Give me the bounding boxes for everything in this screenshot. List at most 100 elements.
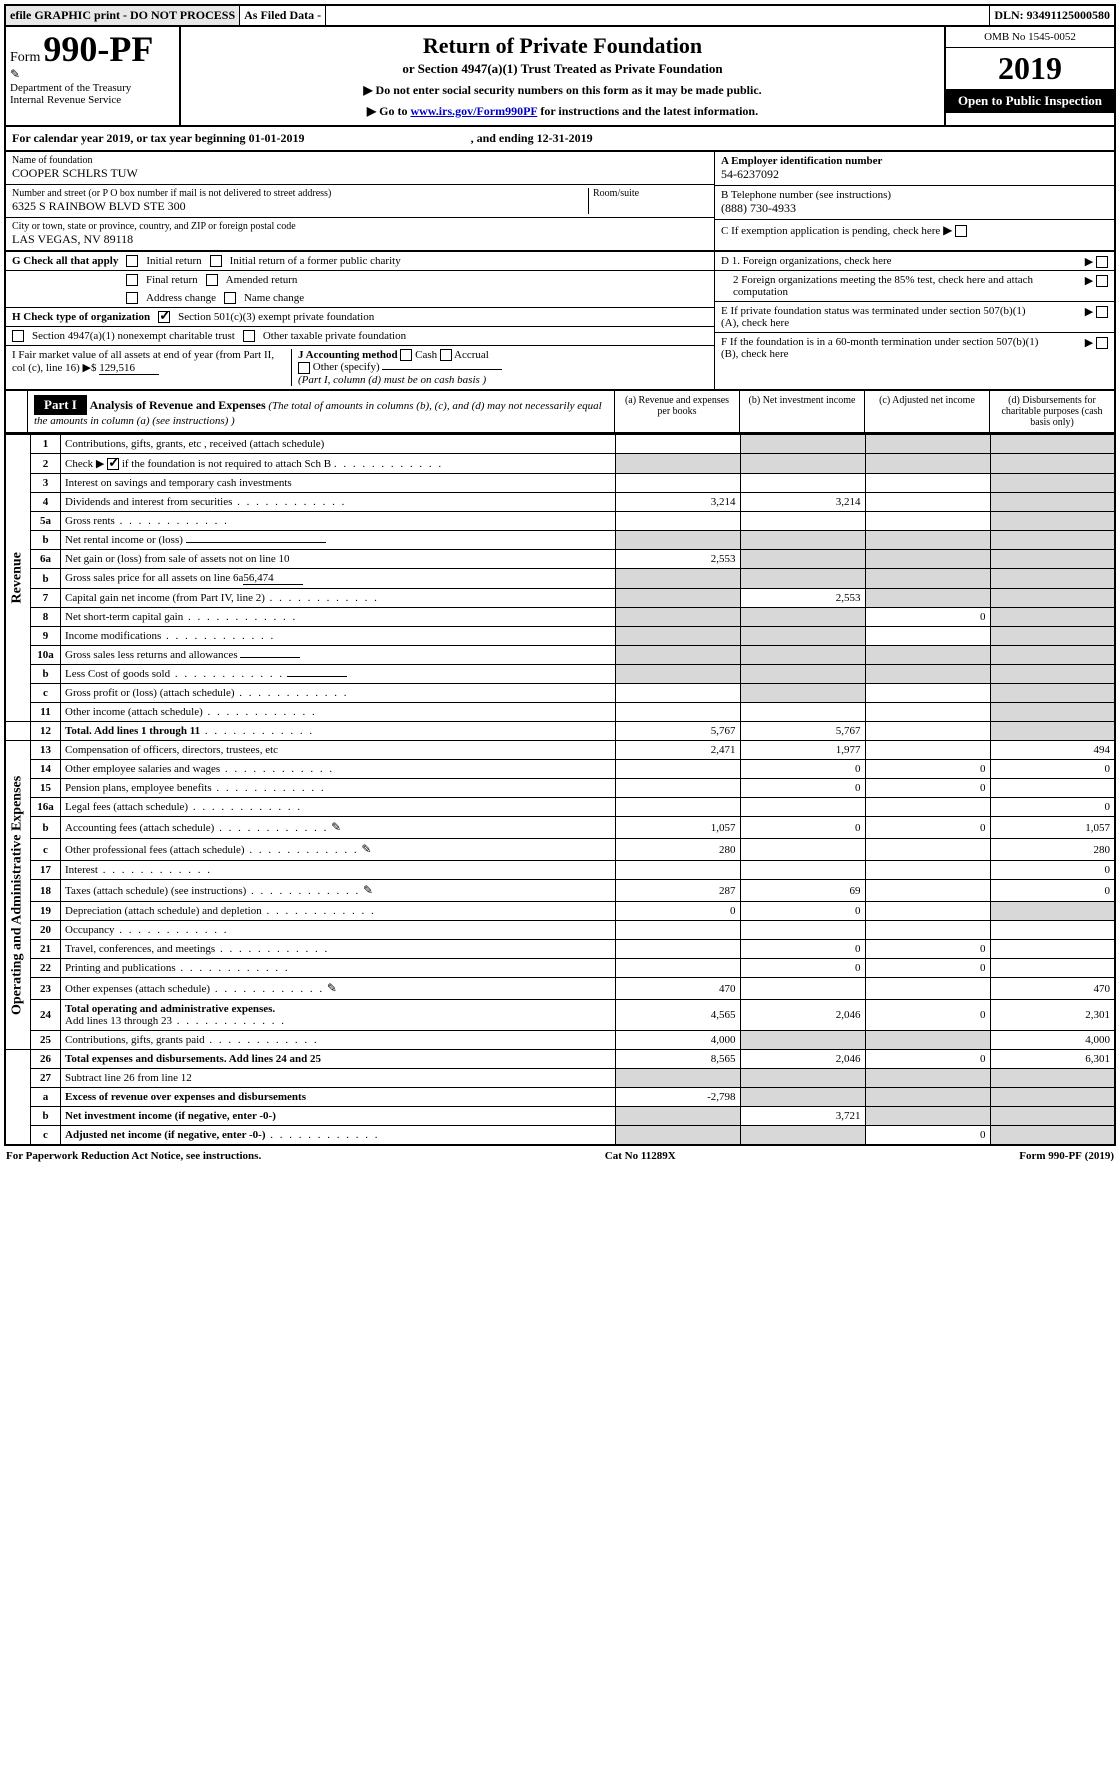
line-desc: Pension plans, employee benefits: [65, 782, 212, 794]
city-label: City or town, state or province, country…: [12, 221, 708, 232]
table-row: 23Other expenses (attach schedule) ✎4704…: [5, 978, 1115, 1000]
f-checkbox[interactable]: [1096, 337, 1108, 349]
footer-right: Form 990-PF (2019): [1019, 1150, 1114, 1162]
table-row: aExcess of revenue over expenses and dis…: [5, 1088, 1115, 1107]
cell-value: 0: [865, 959, 990, 978]
instr-1: ▶ Do not enter social security numbers o…: [189, 83, 936, 98]
g-cb-final[interactable]: [126, 274, 138, 286]
table-row: 20Occupancy: [5, 921, 1115, 940]
g-opt-5: Name change: [244, 292, 304, 304]
e-checkbox[interactable]: [1096, 306, 1108, 318]
table-row: 9Income modifications: [5, 627, 1115, 646]
h-cb-4947[interactable]: [12, 330, 24, 342]
col-c-header: (c) Adjusted net income: [864, 391, 989, 432]
line-desc: Other employee salaries and wages: [65, 763, 220, 775]
line-no: 21: [31, 940, 61, 959]
cell-value: 0: [740, 959, 865, 978]
line-desc: Gross sales price for all assets on line…: [65, 572, 243, 584]
form-title: Return of Private Foundation: [189, 33, 936, 59]
col-a-header: (a) Revenue and expenses per books: [614, 391, 739, 432]
form-page: efile GRAPHIC print - DO NOT PROCESS As …: [0, 0, 1120, 1170]
table-row: c Other professional fees (attach schedul…: [5, 839, 1115, 861]
form-id-cell: Form 990-PF ✎ Department of the Treasury…: [6, 27, 181, 125]
cell-value: 0: [865, 817, 990, 839]
line-no: 8: [31, 608, 61, 627]
cell-value: 0: [990, 861, 1115, 880]
j-other: Other (specify): [313, 361, 380, 373]
cell-value: 2,553: [740, 589, 865, 608]
title-cell: Return of Private Foundation or Section …: [181, 27, 944, 125]
attachment-icon[interactable]: ✎: [331, 820, 341, 834]
d2-checkbox[interactable]: [1096, 275, 1108, 287]
cell-value: 0: [990, 798, 1115, 817]
tax-year: 2019: [946, 48, 1114, 89]
table-row: 19Depreciation (attach schedule) and dep…: [5, 902, 1115, 921]
g-label: G Check all that apply: [12, 255, 118, 267]
cell-value: 3,721: [740, 1107, 865, 1126]
h-cb-501c3[interactable]: [158, 311, 170, 323]
pdf-icon[interactable]: ✎: [10, 67, 175, 82]
ij-row: I Fair market value of all assets at end…: [6, 346, 714, 389]
g-cb-addr[interactable]: [126, 292, 138, 304]
table-row: 26Total expenses and disbursements. Add …: [5, 1050, 1115, 1069]
line-no: b: [31, 531, 61, 550]
g-cb-former[interactable]: [210, 255, 222, 267]
h-cb-other[interactable]: [243, 330, 255, 342]
g-cb-initial[interactable]: [126, 255, 138, 267]
line-no: 18: [31, 880, 61, 902]
cell-value: 0: [740, 779, 865, 798]
j-cb-accrual[interactable]: [440, 349, 452, 361]
spacer: [326, 6, 990, 25]
line-no: 22: [31, 959, 61, 978]
attachment-icon[interactable]: ✎: [363, 883, 373, 897]
cell-value: 280: [615, 839, 740, 861]
instr-2: ▶ Go to www.irs.gov/Form990PF for instru…: [189, 104, 936, 119]
line-desc: Contributions, gifts, grants, etc , rece…: [61, 434, 616, 453]
addr-label: Number and street (or P O box number if …: [12, 188, 588, 199]
city-row: City or town, state or province, country…: [6, 218, 714, 250]
calendar-year-row: For calendar year 2019, or tax year begi…: [4, 127, 1116, 152]
table-row: 21Travel, conferences, and meetings00: [5, 940, 1115, 959]
line-no: c: [31, 1126, 61, 1146]
line-desc: Net rental income or (loss): [65, 534, 183, 546]
line-no: b: [31, 817, 61, 839]
line-no: 17: [31, 861, 61, 880]
footer-row: For Paperwork Reduction Act Notice, see …: [4, 1146, 1116, 1166]
cell-value: 2,301: [990, 1000, 1115, 1031]
line-desc: Other expenses (attach schedule): [65, 983, 210, 995]
i-fmv-value: 129,516: [99, 362, 159, 375]
ghij-left: G Check all that apply Initial return In…: [6, 252, 714, 389]
e-label: E If private foundation status was termi…: [721, 305, 1041, 329]
attachment-icon[interactable]: ✎: [327, 981, 337, 995]
d1-row: D 1. Foreign organizations, check here ▶: [715, 252, 1114, 271]
attachment-icon[interactable]: ✎: [361, 842, 371, 856]
g-cb-name[interactable]: [224, 292, 236, 304]
line-no: c: [31, 839, 61, 861]
table-row: 22Printing and publications00: [5, 959, 1115, 978]
header-row: Form 990-PF ✎ Department of the Treasury…: [4, 27, 1116, 127]
d1-checkbox[interactable]: [1096, 256, 1108, 268]
line-desc: Check ▶ if the foundation is not require…: [61, 453, 616, 473]
line-desc: Other professional fees (attach schedule…: [65, 844, 245, 856]
g-row-3: Address change Name change: [6, 289, 714, 308]
cal-mid: , and ending: [471, 131, 537, 145]
j-cb-cash[interactable]: [400, 349, 412, 361]
irs-link[interactable]: www.irs.gov/Form990PF: [410, 104, 537, 118]
g-opt-3: Amended return: [226, 274, 298, 286]
line-no: 4: [31, 493, 61, 512]
g-cb-amended[interactable]: [206, 274, 218, 286]
line-desc: Net investment income (if negative, ente…: [65, 1110, 276, 1122]
h-opt-1: Section 501(c)(3) exempt private foundat…: [178, 311, 374, 323]
j-cb-other[interactable]: [298, 362, 310, 374]
line-desc: Excess of revenue over expenses and disb…: [65, 1091, 306, 1103]
cell-value: 0: [865, 1000, 990, 1031]
f-label: F If the foundation is in a 60-month ter…: [721, 336, 1041, 360]
line-no: 26: [31, 1050, 61, 1069]
cell-value: -2,798: [615, 1088, 740, 1107]
l6b-value: 56,474: [243, 572, 303, 585]
c-checkbox[interactable]: [955, 225, 967, 237]
cell-value: 0: [865, 940, 990, 959]
schb-checkbox[interactable]: [107, 458, 119, 470]
cell-value: 2,046: [740, 1000, 865, 1031]
line-no: 1: [31, 434, 61, 453]
